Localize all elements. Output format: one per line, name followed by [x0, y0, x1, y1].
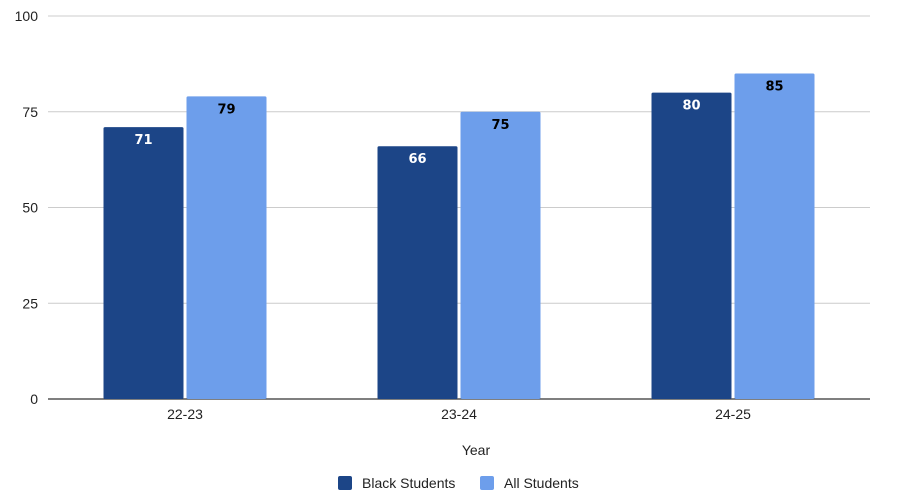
bar — [734, 73, 815, 399]
data-label: 71 — [134, 133, 152, 148]
y-tick-label: 100 — [15, 8, 39, 24]
y-tick-label: 50 — [22, 200, 38, 216]
y-tick-label: 25 — [22, 295, 38, 311]
bar — [377, 146, 458, 399]
legend-swatch — [338, 476, 352, 490]
bars: 71 79 66 75 80 85 — [103, 73, 815, 400]
x-tick-label: 24-25 — [715, 406, 751, 422]
legend-swatch — [480, 476, 494, 490]
data-label: 80 — [682, 99, 700, 114]
data-label: 79 — [217, 102, 235, 117]
gridlines — [48, 15, 870, 400]
bar — [651, 92, 732, 399]
bar — [460, 111, 541, 399]
x-tick-label: 22-23 — [167, 406, 203, 422]
y-axis-ticks: 0 25 50 75 100 — [15, 8, 39, 407]
y-tick-label: 0 — [30, 391, 38, 407]
legend-label: Black Students — [362, 475, 455, 491]
y-tick-label: 75 — [22, 104, 38, 120]
x-axis-label: Year — [462, 442, 491, 458]
bar — [186, 96, 267, 400]
x-tick-label: 23-24 — [441, 406, 477, 422]
bar — [103, 127, 184, 399]
x-axis-ticks: 22-23 23-24 24-25 — [167, 406, 751, 422]
data-label: 66 — [408, 152, 426, 167]
legend-label: All Students — [504, 475, 579, 491]
data-label: 85 — [765, 79, 783, 94]
data-label: 75 — [491, 118, 509, 133]
legend: Black Students All Students — [338, 475, 579, 491]
